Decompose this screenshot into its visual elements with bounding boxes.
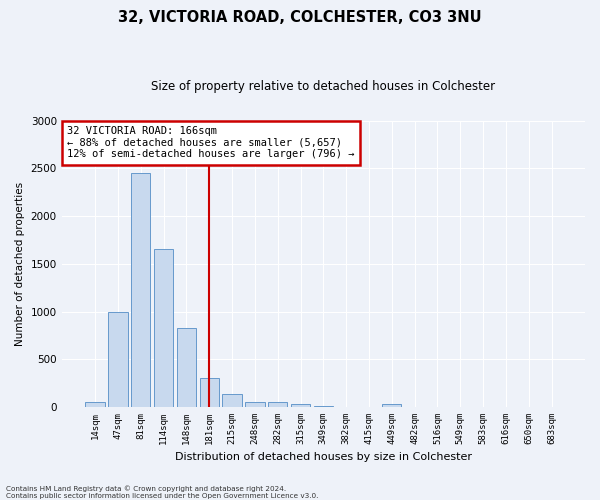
Bar — [131, 173, 151, 407]
Bar — [245, 402, 265, 407]
Bar — [223, 394, 242, 407]
X-axis label: Distribution of detached houses by size in Colchester: Distribution of detached houses by size … — [175, 452, 472, 462]
Bar — [177, 328, 196, 407]
Text: Contains public sector information licensed under the Open Government Licence v3: Contains public sector information licen… — [6, 493, 319, 499]
Text: Contains HM Land Registry data © Crown copyright and database right 2024.: Contains HM Land Registry data © Crown c… — [6, 486, 286, 492]
Bar — [108, 312, 128, 407]
Bar — [154, 250, 173, 407]
Bar — [85, 402, 105, 407]
Text: 32 VICTORIA ROAD: 166sqm
← 88% of detached houses are smaller (5,657)
12% of sem: 32 VICTORIA ROAD: 166sqm ← 88% of detach… — [67, 126, 355, 160]
Bar — [268, 402, 287, 407]
Bar — [291, 404, 310, 407]
Text: 32, VICTORIA ROAD, COLCHESTER, CO3 3NU: 32, VICTORIA ROAD, COLCHESTER, CO3 3NU — [118, 10, 482, 25]
Bar — [200, 378, 219, 407]
Title: Size of property relative to detached houses in Colchester: Size of property relative to detached ho… — [151, 80, 496, 93]
Bar — [382, 404, 401, 407]
Bar — [314, 406, 333, 407]
Y-axis label: Number of detached properties: Number of detached properties — [15, 182, 25, 346]
